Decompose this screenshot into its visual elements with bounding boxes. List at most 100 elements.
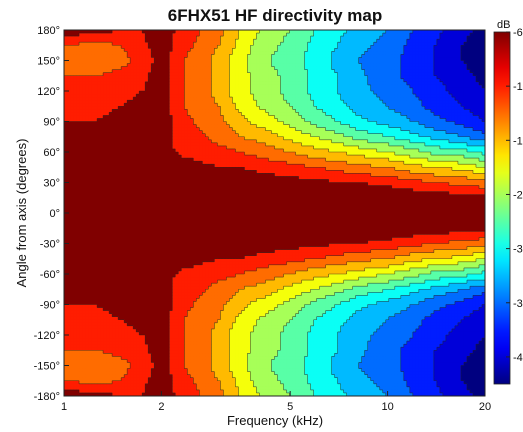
- heatmap-cell: [394, 54, 399, 59]
- heatmap-cell: [310, 91, 315, 95]
- heatmap-cell: [412, 87, 417, 92]
- heatmap-cell: [343, 72, 348, 77]
- heatmap-cell: [211, 42, 215, 46]
- heatmap-cell: [466, 39, 471, 43]
- heatmap-cell: [367, 54, 372, 59]
- heatmap-cell: [106, 39, 110, 43]
- heatmap-cell: [94, 84, 98, 89]
- heatmap-cell: [472, 30, 477, 34]
- heatmap-cell: [382, 87, 387, 92]
- heatmap-cell: [391, 75, 396, 80]
- heatmap-cell: [355, 84, 360, 89]
- heatmap-cell: [148, 84, 152, 89]
- heatmap-cell: [406, 60, 411, 65]
- heatmap-cell: [157, 87, 161, 92]
- heatmap-cell: [304, 42, 309, 46]
- heatmap-cell: [241, 84, 246, 89]
- heatmap-cell: [427, 91, 432, 95]
- heatmap-cell: [244, 87, 249, 92]
- heatmap-cell: [217, 42, 221, 46]
- heatmap-cell: [460, 45, 465, 49]
- heatmap-cell: [226, 45, 230, 49]
- heatmap-cell: [262, 51, 267, 55]
- heatmap-cell: [373, 75, 378, 80]
- heatmap-cell: [232, 51, 237, 55]
- heatmap-cell: [481, 39, 485, 43]
- heatmap-cell: [382, 84, 387, 89]
- heatmap-cell: [235, 60, 240, 65]
- heatmap-cell: [373, 84, 378, 89]
- heatmap-cell: [418, 30, 423, 34]
- heatmap-cell: [337, 84, 342, 89]
- heatmap-cell: [304, 51, 309, 55]
- heatmap-cell: [307, 63, 312, 68]
- heatmap-cell: [175, 57, 179, 62]
- heatmap-cell: [85, 72, 89, 77]
- heatmap-cell: [391, 33, 396, 37]
- heatmap-cell: [130, 36, 134, 40]
- heatmap-cell: [373, 39, 378, 43]
- heatmap-cell: [388, 72, 393, 77]
- heatmap-cell: [280, 33, 285, 37]
- heatmap-cell: [355, 81, 360, 86]
- heatmap-cell: [346, 63, 351, 68]
- heatmap-cell: [241, 33, 246, 37]
- heatmap-cell: [139, 54, 143, 59]
- heatmap-cell: [370, 78, 375, 83]
- heatmap-cell: [352, 66, 357, 71]
- heatmap-cell: [409, 45, 414, 49]
- heatmap-cell: [448, 30, 453, 34]
- heatmap-cell: [199, 66, 203, 71]
- heatmap-cell: [184, 48, 188, 52]
- heatmap-cell: [109, 54, 113, 59]
- heatmap-cell: [154, 30, 158, 34]
- heatmap-cell: [352, 57, 357, 62]
- heatmap-cell: [103, 57, 107, 62]
- heatmap-cell: [88, 48, 92, 52]
- heatmap-cell: [202, 91, 206, 95]
- heatmap-cell: [400, 51, 405, 55]
- heatmap-cell: [67, 36, 71, 40]
- heatmap-cell: [403, 30, 408, 34]
- heatmap-cell: [265, 33, 270, 37]
- heatmap-cell: [361, 60, 366, 65]
- heatmap-cell: [295, 36, 300, 40]
- heatmap-cell: [160, 87, 164, 92]
- heatmap-cell: [253, 94, 258, 98]
- heatmap-cell: [319, 51, 324, 55]
- heatmap-cell: [325, 36, 330, 40]
- heatmap-cell: [148, 75, 152, 80]
- heatmap-cell: [388, 94, 393, 98]
- heatmap-cell: [184, 78, 188, 83]
- heatmap-cell: [298, 30, 303, 34]
- heatmap-cell: [331, 33, 336, 37]
- heatmap-cell: [361, 39, 366, 43]
- heatmap-cell: [274, 33, 279, 37]
- heatmap-cell: [328, 75, 333, 80]
- heatmap-cell: [223, 48, 227, 52]
- heatmap-cell: [325, 30, 330, 34]
- heatmap-cell: [187, 66, 191, 71]
- heatmap-cell: [412, 48, 417, 52]
- heatmap-cell: [268, 66, 273, 71]
- heatmap-cell: [67, 81, 71, 86]
- heatmap-cell: [361, 63, 366, 68]
- heatmap-cell: [88, 75, 92, 80]
- heatmap-cell: [91, 63, 95, 68]
- heatmap-cell: [466, 63, 471, 68]
- heatmap-cell: [439, 39, 444, 43]
- heatmap-cell: [166, 69, 170, 74]
- heatmap-cell: [412, 63, 417, 68]
- heatmap-cell: [463, 91, 468, 95]
- heatmap-cell: [421, 54, 426, 59]
- heatmap-cell: [151, 54, 155, 59]
- heatmap-cell: [121, 51, 125, 55]
- heatmap-cell: [346, 36, 351, 40]
- heatmap-cell: [340, 81, 345, 86]
- heatmap-cell: [202, 30, 206, 34]
- heatmap-cell: [199, 87, 203, 92]
- heatmap-cell: [238, 94, 243, 98]
- heatmap-cell: [355, 39, 360, 43]
- heatmap-cell: [82, 84, 86, 89]
- heatmap-cell: [208, 66, 212, 71]
